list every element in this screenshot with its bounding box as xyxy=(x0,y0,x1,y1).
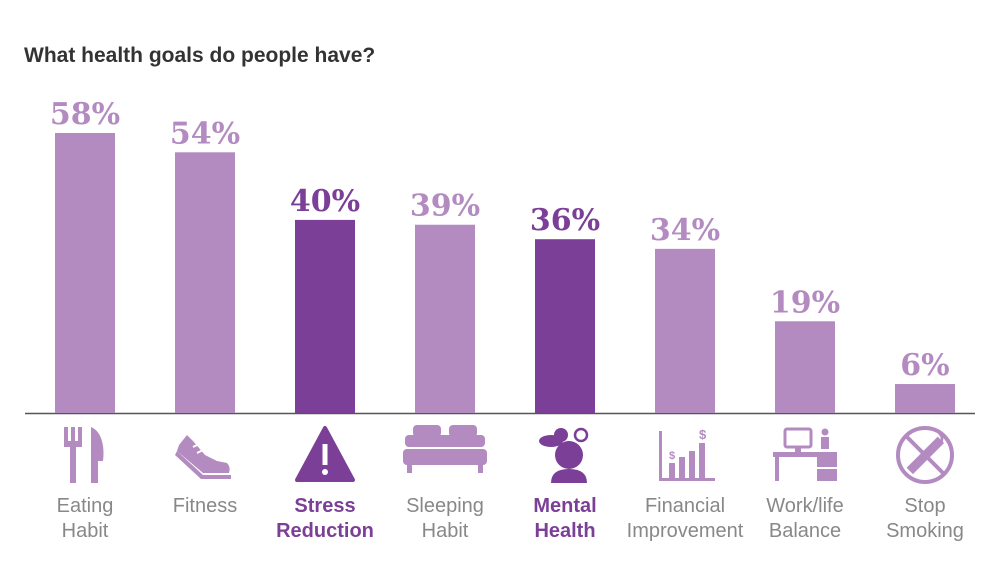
bar xyxy=(655,248,715,413)
bar-graph-dollar-icon: $$ xyxy=(659,427,715,481)
person-weather-icon xyxy=(539,427,589,483)
x-tick-label: Stop xyxy=(904,495,945,517)
bar xyxy=(295,219,355,413)
x-tick-label: Fitness xyxy=(173,495,237,517)
warning-icon xyxy=(295,426,355,482)
bed-icon xyxy=(403,425,487,473)
x-tick-label: Habit xyxy=(422,520,469,542)
bar-value-label: 39% xyxy=(410,189,480,224)
bar-value-label: 54% xyxy=(170,116,240,151)
desk-computer-icon xyxy=(773,427,837,481)
x-tick-label: Eating xyxy=(57,495,114,517)
no-smoking-icon xyxy=(896,426,954,484)
bar-value-label: 6% xyxy=(900,348,949,383)
bar-value-label: 40% xyxy=(290,184,360,219)
x-tick-label: Reduction xyxy=(276,520,374,542)
bar-value-label: 36% xyxy=(530,203,600,238)
bar xyxy=(55,133,115,413)
fork-knife-icon xyxy=(64,427,104,483)
x-tick-label: Smoking xyxy=(886,520,964,542)
svg-text:$: $ xyxy=(699,427,707,442)
x-tick-label: Habit xyxy=(62,520,109,542)
svg-text:$: $ xyxy=(669,450,675,462)
x-tick-label: Financial xyxy=(645,495,725,517)
bar xyxy=(175,152,235,413)
bar-value-label: 34% xyxy=(650,213,720,248)
bar xyxy=(775,321,835,413)
x-tick-label: Balance xyxy=(769,520,841,542)
sneaker-icon xyxy=(175,435,231,479)
chart-title: What health goals do people have? xyxy=(24,44,376,67)
bar xyxy=(415,224,475,413)
x-tick-label: Stress xyxy=(294,495,355,517)
x-tick-label: Work/life xyxy=(766,495,843,517)
bar-value-label: 19% xyxy=(770,285,840,320)
x-tick-label: Sleeping xyxy=(406,495,484,517)
bar-value-label: 58% xyxy=(50,97,120,132)
x-tick-label: Mental xyxy=(533,495,596,517)
bar xyxy=(895,384,955,413)
x-tick-label: Health xyxy=(534,520,595,542)
x-tick-label: Improvement xyxy=(627,520,744,542)
bar xyxy=(535,239,595,413)
